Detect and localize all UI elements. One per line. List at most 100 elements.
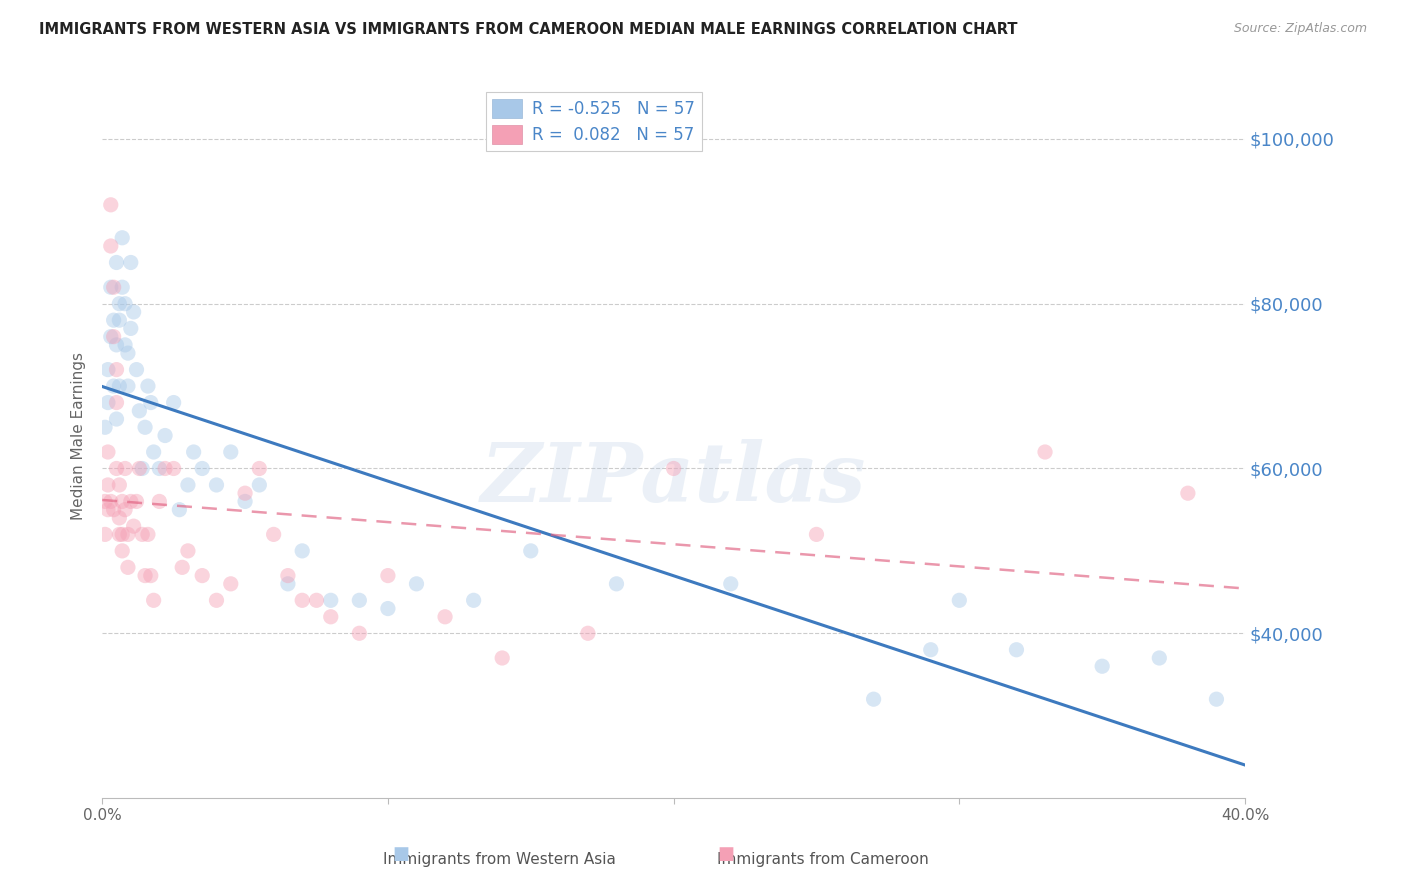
Point (103, 502, 125, 516)
Point (463, 593, 485, 607)
Point (291, 544, 314, 558)
Point (434, 609, 457, 624)
Point (117, 346, 139, 360)
Point (162, 461, 184, 475)
Point (105, 255, 128, 269)
Text: ■: ■ (717, 845, 734, 863)
Point (103, 313, 125, 327)
Point (134, 420, 156, 434)
Point (108, 511, 131, 525)
Point (720, 577, 742, 591)
Point (177, 544, 200, 558)
Point (125, 494, 148, 508)
Point (122, 519, 145, 533)
Point (153, 461, 176, 475)
Point (105, 338, 128, 352)
Point (183, 445, 205, 459)
Point (111, 527, 134, 541)
Point (277, 577, 299, 591)
Point (105, 395, 128, 409)
Point (100, 198, 122, 212)
Point (114, 338, 136, 352)
Point (97, 502, 120, 516)
Text: ■: ■ (392, 845, 409, 863)
Point (100, 239, 122, 253)
Point (263, 527, 285, 541)
Point (125, 362, 148, 376)
Text: ZIPatlas: ZIPatlas (481, 439, 866, 519)
Point (105, 362, 128, 376)
Point (862, 692, 884, 706)
Point (219, 445, 242, 459)
Point (349, 626, 371, 640)
Point (117, 527, 139, 541)
Point (105, 461, 128, 475)
Point (948, 593, 970, 607)
Point (94, 420, 117, 434)
Legend: R = -0.525   N = 57, R =  0.082   N = 57: R = -0.525 N = 57, R = 0.082 N = 57 (485, 92, 702, 151)
Point (122, 305, 145, 319)
Point (148, 494, 170, 508)
Y-axis label: Median Male Earnings: Median Male Earnings (72, 351, 86, 519)
Point (277, 568, 299, 582)
Point (205, 478, 228, 492)
Point (108, 478, 131, 492)
Point (120, 321, 142, 335)
Point (100, 329, 122, 343)
Point (136, 527, 159, 541)
Point (662, 461, 685, 475)
Point (491, 651, 513, 665)
Point (1033, 445, 1056, 459)
Point (177, 478, 200, 492)
Point (97, 445, 120, 459)
Text: Immigrants from Western Asia: Immigrants from Western Asia (382, 852, 616, 867)
Point (605, 577, 627, 591)
Point (105, 412, 128, 426)
Point (114, 296, 136, 310)
Point (97, 478, 120, 492)
Point (142, 593, 165, 607)
Point (94, 527, 117, 541)
Point (111, 544, 134, 558)
Point (247, 461, 270, 475)
Point (162, 395, 184, 409)
Point (319, 609, 342, 624)
Point (100, 280, 122, 294)
Text: Source: ZipAtlas.com: Source: ZipAtlas.com (1233, 22, 1367, 36)
Point (108, 313, 131, 327)
Point (139, 395, 162, 409)
Point (305, 593, 328, 607)
Point (111, 494, 134, 508)
Point (111, 231, 134, 245)
Point (377, 601, 399, 615)
Point (94, 494, 117, 508)
Point (1005, 642, 1028, 657)
Point (219, 577, 242, 591)
Point (1205, 692, 1227, 706)
Point (349, 593, 371, 607)
Point (103, 329, 125, 343)
Text: IMMIGRANTS FROM WESTERN ASIA VS IMMIGRANTS FROM CAMEROON MEDIAN MALE EARNINGS CO: IMMIGRANTS FROM WESTERN ASIA VS IMMIGRAN… (39, 22, 1018, 37)
Point (128, 461, 150, 475)
Point (97, 395, 120, 409)
Point (136, 379, 159, 393)
Point (139, 568, 162, 582)
Point (205, 593, 228, 607)
Point (1149, 651, 1171, 665)
Point (920, 642, 942, 657)
Point (100, 494, 122, 508)
Point (108, 296, 131, 310)
Point (806, 527, 828, 541)
Point (191, 461, 214, 475)
Point (114, 502, 136, 516)
Point (1177, 486, 1199, 500)
Point (1091, 659, 1114, 673)
Point (142, 445, 165, 459)
Point (233, 494, 256, 508)
Point (319, 593, 342, 607)
Point (169, 502, 191, 516)
Point (117, 560, 139, 574)
Point (97, 362, 120, 376)
Point (131, 527, 153, 541)
Point (191, 568, 214, 582)
